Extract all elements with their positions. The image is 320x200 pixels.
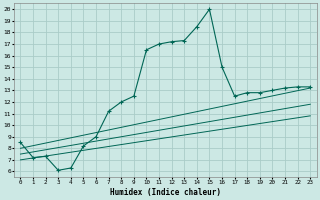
X-axis label: Humidex (Indice chaleur): Humidex (Indice chaleur) [110,188,221,197]
